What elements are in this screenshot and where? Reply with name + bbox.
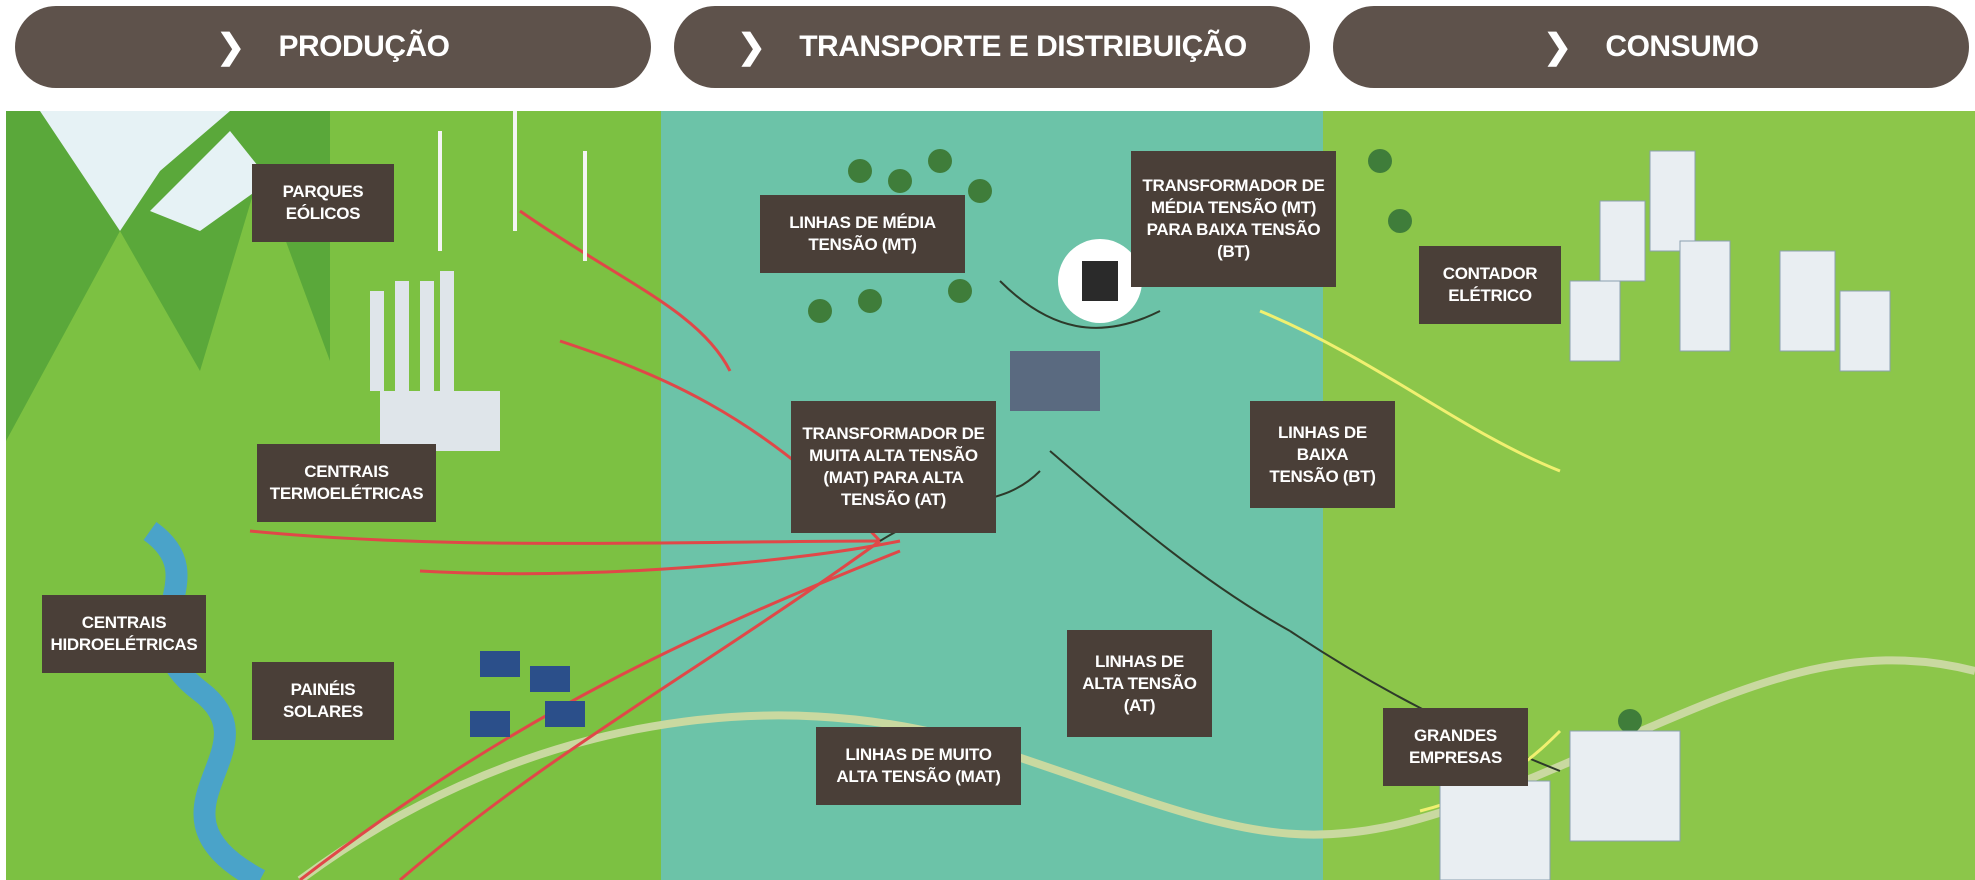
label-line: TRANSFORMADOR DE [791, 423, 996, 445]
label-line: LINHAS DE [1250, 422, 1395, 444]
label-line: PAINÉIS [252, 679, 394, 701]
label-line: ALTA TENSÃO [1067, 673, 1212, 695]
label-line: PARQUES [252, 181, 394, 203]
label-line: TENSÃO (BT) [1250, 466, 1395, 488]
label-line: SOLARES [252, 701, 394, 723]
label-line: TENSÃO (AT) [791, 489, 996, 511]
label-line: LINHAS DE MUITO [816, 744, 1021, 766]
label-line: (BT) [1131, 241, 1336, 263]
label-line: MÉDIA TENSÃO (MT) [1131, 197, 1336, 219]
label-line: ELÉTRICO [1419, 285, 1561, 307]
label-line: HIDROELÉTRICAS [42, 634, 206, 656]
label-line: (AT) [1067, 695, 1212, 717]
label-line: EÓLICOS [252, 203, 394, 225]
label-line: ALTA TENSÃO (MAT) [816, 766, 1021, 788]
label-line: BAIXA [1250, 444, 1395, 466]
label-line: CENTRAIS [257, 461, 436, 483]
tab-label: PRODUÇÃO [278, 30, 449, 64]
label-line: (MAT) PARA ALTA [791, 467, 996, 489]
transformer-icon-body [1082, 261, 1118, 301]
chevron-icon: ❯ [1543, 27, 1571, 67]
label-line: CONTADOR [1419, 263, 1561, 285]
label-line: GRANDES [1383, 725, 1528, 747]
tab-producao[interactable]: ❯ PRODUÇÃO [15, 6, 651, 88]
substation [1010, 351, 1100, 411]
chevron-icon: ❯ [216, 27, 244, 67]
label-line: TERMOELÉTRICAS [257, 483, 436, 505]
tab-label: TRANSPORTE E DISTRIBUIÇÃO [799, 30, 1247, 64]
tab-transporte[interactable]: ❯ TRANSPORTE E DISTRIBUIÇÃO [674, 6, 1310, 88]
label-line: TRANSFORMADOR DE [1131, 175, 1336, 197]
label-line: LINHAS DE [1067, 651, 1212, 673]
label-line: LINHAS DE MÉDIA [760, 212, 965, 234]
label-line: PARA BAIXA TENSÃO [1131, 219, 1336, 241]
page: ❯ PRODUÇÃO ❯ TRANSPORTE E DISTRIBUIÇÃO ❯ CO… [0, 0, 1975, 880]
chevron-icon: ❯ [737, 27, 765, 67]
label-line: CENTRAIS [42, 612, 206, 634]
label-line: EMPRESAS [1383, 747, 1528, 769]
label-line: TENSÃO (MT) [760, 234, 965, 256]
tab-consumo[interactable]: ❯ CONSUMO [1333, 6, 1969, 88]
tab-label: CONSUMO [1605, 30, 1758, 64]
label-line: MUITA ALTA TENSÃO [791, 445, 996, 467]
